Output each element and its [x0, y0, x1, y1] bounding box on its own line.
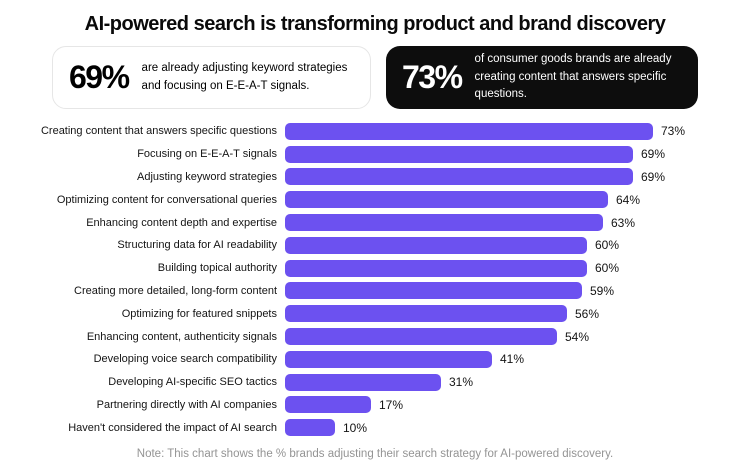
callout-text: of consumer goods brands are already cre… [474, 52, 672, 101]
bar-value-label: 73% [661, 124, 686, 139]
bar [285, 259, 587, 277]
page-title: AI-powered search is transforming produc… [84, 13, 666, 35]
callout-card-dark: 73% of consumer goods brands are already… [386, 46, 698, 109]
bar-value-label: 59% [590, 283, 615, 298]
bar-value-label: 64% [616, 192, 641, 207]
bar-category-label: Enhancing content depth and expertise [86, 216, 277, 229]
bar-value-label: 60% [595, 261, 620, 276]
bar-category-label: Haven't considered the impact of AI sear… [68, 421, 277, 434]
bar [285, 214, 603, 232]
chart-row: Developing AI-specific SEO tactics 31% [0, 371, 750, 394]
bar [285, 305, 567, 323]
bar [285, 373, 441, 391]
bar-value-label: 60% [595, 238, 620, 253]
chart-row: Focusing on E-E-A-T signals 69% [0, 143, 750, 166]
bar [285, 191, 608, 209]
bar [285, 282, 582, 300]
bar [285, 145, 633, 163]
bar-value-label: 54% [565, 329, 590, 344]
chart-footnote: Note: This chart shows the % brands adju… [136, 448, 614, 461]
callout-stat: 73% [402, 59, 463, 95]
bar-category-label: Structuring data for AI readability [117, 239, 277, 252]
bar-category-label: Creating more detailed, long-form conten… [74, 284, 277, 297]
bar [285, 350, 492, 368]
bar [285, 168, 633, 186]
bar-value-label: 63% [611, 215, 636, 230]
chart-row: Haven't considered the impact of AI sear… [0, 416, 750, 439]
bar-category-label: Developing AI-specific SEO tactics [108, 376, 277, 389]
bar [285, 122, 653, 140]
bar-category-label: Building topical authority [157, 262, 277, 275]
chart-row: Developing voice search compatibility 41% [0, 348, 750, 371]
bar-category-label: Partnering directly with AI companies [96, 398, 277, 411]
callout-stat: 69% [69, 59, 130, 95]
chart-row: Building topical authority 60% [0, 257, 750, 280]
chart-row: Creating content that answers specific q… [0, 120, 750, 143]
bar-value-label: 31% [449, 375, 474, 390]
bar-category-label: Optimizing for featured snippets [121, 307, 277, 320]
chart-row: Partnering directly with AI companies 17% [0, 394, 750, 417]
chart-row: Optimizing content for conversational qu… [0, 188, 750, 211]
callout-cards: 69% are already adjusting keyword strate… [52, 46, 698, 109]
bar-value-label: 41% [500, 352, 525, 367]
bar-value-label: 56% [575, 306, 600, 321]
bar [285, 236, 587, 254]
chart-row: Structuring data for AI readability 60% [0, 234, 750, 257]
bar-category-label: Optimizing content for conversational qu… [56, 193, 277, 206]
chart-row: Enhancing content depth and expertise 63% [0, 211, 750, 234]
chart-row: Adjusting keyword strategies 69% [0, 166, 750, 189]
bar-category-label: Developing voice search compatibility [93, 353, 277, 366]
bar-value-label: 17% [379, 397, 404, 412]
callout-card-light: 69% are already adjusting keyword strate… [52, 46, 371, 109]
bar-value-label: 10% [343, 420, 368, 435]
bar-value-label: 69% [641, 147, 666, 162]
chart-row: Enhancing content, authenticity signals 5… [0, 325, 750, 348]
chart-row: Optimizing for featured snippets 56% [0, 302, 750, 325]
bar-chart: Creating content that answers specific q… [0, 120, 750, 439]
bar-category-label: Enhancing content, authenticity signals [86, 330, 277, 343]
bar [285, 419, 335, 437]
bar-value-label: 69% [641, 169, 666, 184]
bar-category-label: Focusing on E-E-A-T signals [137, 148, 277, 161]
callout-text: are already adjusting keyword strategies… [141, 61, 348, 92]
bar-category-label: Adjusting keyword strategies [136, 170, 277, 183]
bar-category-label: Creating content that answers specific q… [40, 125, 277, 138]
bar [285, 396, 371, 414]
bar [285, 328, 557, 346]
chart-row: Creating more detailed, long-form conten… [0, 280, 750, 303]
